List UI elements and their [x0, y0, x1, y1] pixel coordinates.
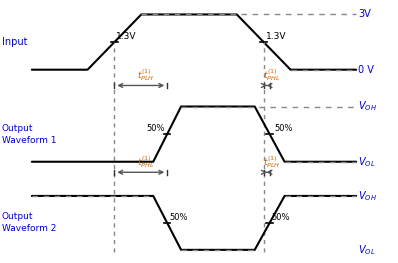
Text: 3V: 3V: [358, 9, 371, 19]
Text: 50%: 50%: [147, 124, 165, 133]
Text: 50%: 50%: [271, 213, 290, 221]
Text: $V_{OL}$: $V_{OL}$: [358, 243, 376, 257]
Text: 50%: 50%: [275, 124, 293, 133]
Text: $t_{PLH}^{(1)}$: $t_{PLH}^{(1)}$: [263, 154, 280, 170]
Text: $V_{OH}$: $V_{OH}$: [358, 100, 377, 113]
Text: Input: Input: [2, 37, 27, 47]
Text: $t_{PLH}^{(1)}$: $t_{PLH}^{(1)}$: [137, 67, 154, 83]
Text: 1.3V: 1.3V: [116, 32, 137, 41]
Text: 0 V: 0 V: [358, 65, 374, 75]
Text: $t_{PHL}^{(1)}$: $t_{PHL}^{(1)}$: [263, 67, 280, 83]
Text: Output
Waveform 1: Output Waveform 1: [2, 124, 57, 145]
Text: Output
Waveform 2: Output Waveform 2: [2, 213, 57, 233]
Text: 50%: 50%: [169, 213, 187, 221]
Text: $V_{OL}$: $V_{OL}$: [358, 155, 376, 169]
Text: 1.3V: 1.3V: [266, 32, 286, 41]
Text: $t_{PHL}^{(1)}$: $t_{PHL}^{(1)}$: [137, 154, 154, 170]
Text: $V_{OH}$: $V_{OH}$: [358, 189, 377, 203]
